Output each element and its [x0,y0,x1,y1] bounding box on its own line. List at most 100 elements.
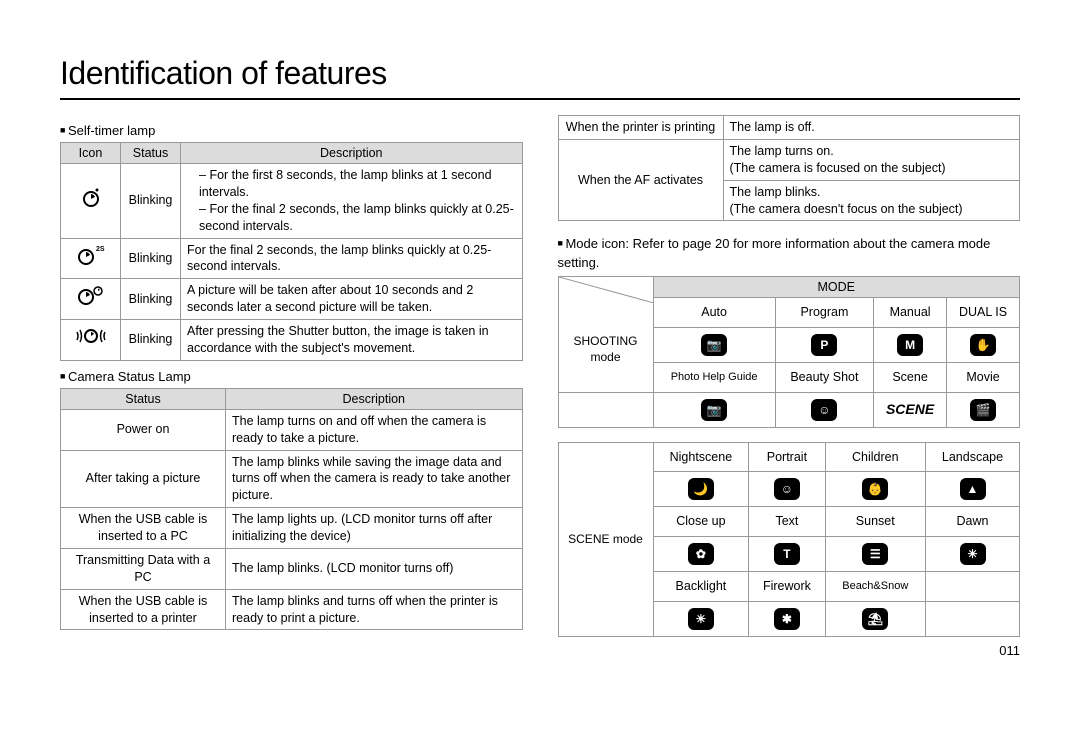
scene-icon-landscape: ▲ [926,472,1020,507]
scene-icon-beach: ⛱ [825,602,925,637]
timer-double-icon [61,279,121,320]
mode-icon-help: 📷 [653,392,775,427]
table-row: Transmitting Data with a PC The lamp bli… [61,548,523,589]
status-cell: Blinking [121,320,181,361]
table-header-row: Icon Status Description [61,143,523,164]
col-status: Status [121,143,181,164]
page-title: Identification of features [60,55,1020,100]
col-desc: Description [226,388,523,409]
status-cell: Transmitting Data with a PC [61,548,226,589]
self-timer-label: Self-timer lamp [60,123,523,138]
status-cell: Blinking [121,238,181,279]
status-cell: After taking a picture [61,450,226,508]
scene-icon-empty [926,602,1020,637]
mode-label: Photo Help Guide [653,362,775,392]
table-row: After taking a picture The lamp blinks w… [61,450,523,508]
mode-label: DUAL IS [947,297,1020,327]
mode-label: Manual [874,297,947,327]
mode-icon-scene: SCENE [874,392,947,427]
scene-icon-backlight: ☀ [653,602,749,637]
desc-line: For the final 2 seconds, the lamp blinks… [199,201,516,235]
scene-icon-portrait: ☺ [749,472,825,507]
table-row: When the AF activates The lamp turns on.… [558,139,1020,180]
shooting-mode-label: SHOOTING mode [558,276,653,392]
table-row: Power on The lamp turns on and off when … [61,409,523,450]
timer-icon [61,164,121,239]
mode-label [926,572,1020,602]
col-icon: Icon [61,143,121,164]
table-row: When the USB cable is inserted to a PC T… [61,508,523,549]
mode-label: Landscape [926,442,1020,472]
status-cell: When the AF activates [558,139,723,221]
scene-icon-text: T [749,537,825,572]
table-header-row: Status Description [61,388,523,409]
content-columns: Self-timer lamp Icon Status Description … [60,115,1020,658]
mode-icon-note: Mode icon: Refer to page 20 for more inf… [558,235,1021,271]
scene-icon-firework: ✱ [749,602,825,637]
table-row: When the printer is printing The lamp is… [558,116,1020,140]
mode-label: Sunset [825,507,925,537]
scene-mode-label: SCENE mode [558,442,653,637]
mode-label: Beauty Shot [775,362,873,392]
table-row: 2S Blinking For the final 2 seconds, the… [61,238,523,279]
desc-cell: The lamp blinks while saving the image d… [226,450,523,508]
status-cell: When the USB cable is inserted to a PC [61,508,226,549]
desc-cell: A picture will be taken after about 10 s… [181,279,523,320]
table-row: Blinking For the first 8 seconds, the la… [61,164,523,239]
col-desc: Description [181,143,523,164]
timer-motion-icon [61,320,121,361]
camera-status-table: Status Description Power on The lamp tur… [60,388,523,631]
mode-label: Backlight [653,572,749,602]
table-row: 📷 ☺ SCENE 🎬 [558,392,1020,427]
mode-label: Scene [874,362,947,392]
shooting-mode-table: SHOOTING mode MODE Auto Program Manual D… [558,276,1021,428]
table-row: When the USB cable is inserted to a prin… [61,589,523,630]
status-cell: When the USB cable is inserted to a prin… [61,589,226,630]
mode-header: MODE [653,276,1020,297]
mode-label: Portrait [749,442,825,472]
col-status: Status [61,388,226,409]
self-timer-table: Icon Status Description Blinking For the… [60,142,523,361]
desc-cell: After pressing the Shutter button, the i… [181,320,523,361]
mode-label: Auto [653,297,775,327]
status-continued-table: When the printer is printing The lamp is… [558,115,1021,221]
mode-label: Program [775,297,873,327]
scene-icon-children: 👶 [825,472,925,507]
mode-label: Beach&Snow [825,572,925,602]
status-cell: Power on [61,409,226,450]
mode-label: Dawn [926,507,1020,537]
table-row: Blinking A picture will be taken after a… [61,279,523,320]
desc-cell: The lamp blinks and turns off when the p… [226,589,523,630]
timer-2s-icon: 2S [61,238,121,279]
scene-mode-table: SCENE mode Nightscene Portrait Children … [558,442,1021,638]
status-cell: When the printer is printing [558,116,723,140]
desc-cell: The lamp turns on and off when the camer… [226,409,523,450]
scene-icon-night: 🌙 [653,472,749,507]
table-row: SCENE mode Nightscene Portrait Children … [558,442,1020,472]
mode-label: Nightscene [653,442,749,472]
mode-icon-beauty: ☺ [775,392,873,427]
status-cell: Blinking [121,164,181,239]
table-row: SHOOTING mode MODE [558,276,1020,297]
scene-icon-sunset: ☰ [825,537,925,572]
desc-cell: The lamp lights up. (LCD monitor turns o… [226,508,523,549]
desc-cell: The lamp is off. [723,116,1020,140]
desc-cell: The lamp blinks. (LCD monitor turns off) [226,548,523,589]
desc-cell: The lamp turns on. (The camera is focuse… [723,139,1020,180]
desc-line: For the first 8 seconds, the lamp blinks… [199,167,516,201]
mode-label: Movie [947,362,1020,392]
desc-cell: For the first 8 seconds, the lamp blinks… [181,164,523,239]
status-cell: Blinking [121,279,181,320]
left-column: Self-timer lamp Icon Status Description … [60,115,523,658]
scene-icon-closeup: ✿ [653,537,749,572]
mode-icon-movie: 🎬 [947,392,1020,427]
mode-label: Text [749,507,825,537]
scene-icon-dawn: ☀ [926,537,1020,572]
page-number: 011 [558,643,1021,658]
mode-icon-program: P [775,327,873,362]
camera-status-label: Camera Status Lamp [60,369,523,384]
mode-label: Close up [653,507,749,537]
table-row: Blinking After pressing the Shutter butt… [61,320,523,361]
mode-label: Firework [749,572,825,602]
mode-label: Children [825,442,925,472]
